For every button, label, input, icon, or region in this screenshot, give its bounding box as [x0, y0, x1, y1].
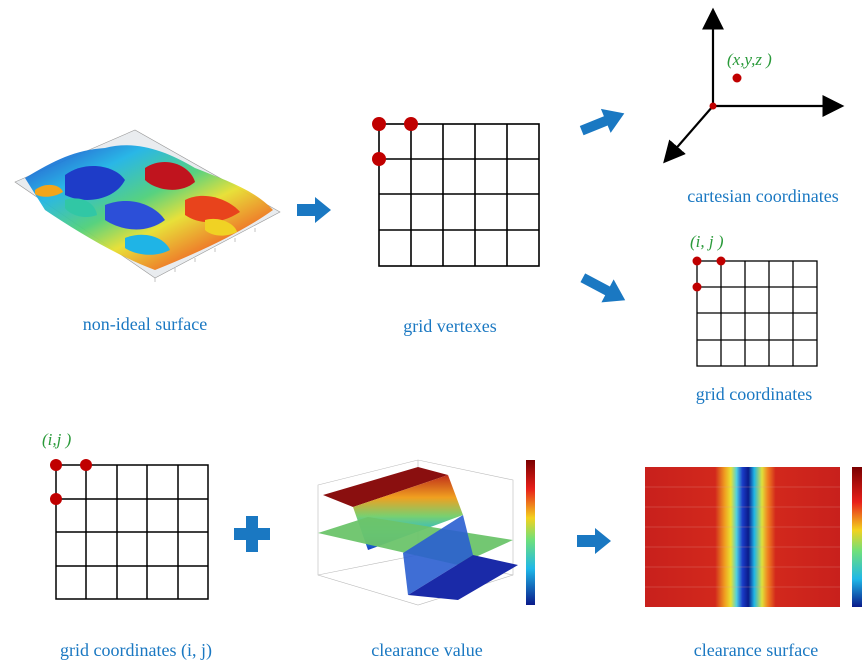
plus-icon: [234, 516, 270, 552]
vertex-dot: [372, 152, 386, 166]
caption-clearance-value: clearance value: [371, 640, 483, 660]
label-ij-bottom: (i,j ): [42, 430, 72, 449]
vertex-dot: [80, 459, 92, 471]
arrow-up-right-icon: [579, 108, 625, 136]
vertex-dot: [50, 493, 62, 505]
clearance-value-plot: [317, 459, 535, 606]
caption-grid-coordinates-ij: grid coordinates (i, j): [60, 640, 212, 660]
cartesian-axes-diagram: [663, 7, 845, 164]
vertex-dot: [716, 256, 726, 266]
grid-coordinates-diagram: [692, 256, 818, 367]
label-xyz: (x,y,z ): [727, 50, 772, 69]
arrow-right-icon-2: [577, 528, 611, 554]
grid-vertexes-diagram: [372, 117, 540, 267]
vertex-dot: [50, 459, 62, 471]
origin-dot: [709, 102, 717, 110]
grid-coordinates-ij-diagram: [50, 459, 209, 600]
clearance-surface-plot: [645, 467, 862, 607]
arrow-down-right-icon: [580, 273, 626, 303]
caption-cartesian-coordinates: cartesian coordinates: [687, 186, 839, 206]
vertex-dot: [692, 282, 702, 292]
point-dot: [732, 73, 742, 83]
vertex-dot: [692, 256, 702, 266]
vertex-dot: [404, 117, 418, 131]
vertex-dot: [372, 117, 386, 131]
arrow-right-icon: [297, 197, 331, 223]
caption-grid-coordinates: grid coordinates: [695, 384, 813, 404]
non-ideal-surface-image: [14, 129, 281, 282]
label-ij-top: (i, j ): [690, 232, 724, 251]
caption-non-ideal-surface: non-ideal surface: [82, 314, 208, 334]
caption-clearance-surface: clearance surface: [693, 640, 819, 660]
caption-grid-vertexes: grid vertexes: [403, 316, 497, 336]
